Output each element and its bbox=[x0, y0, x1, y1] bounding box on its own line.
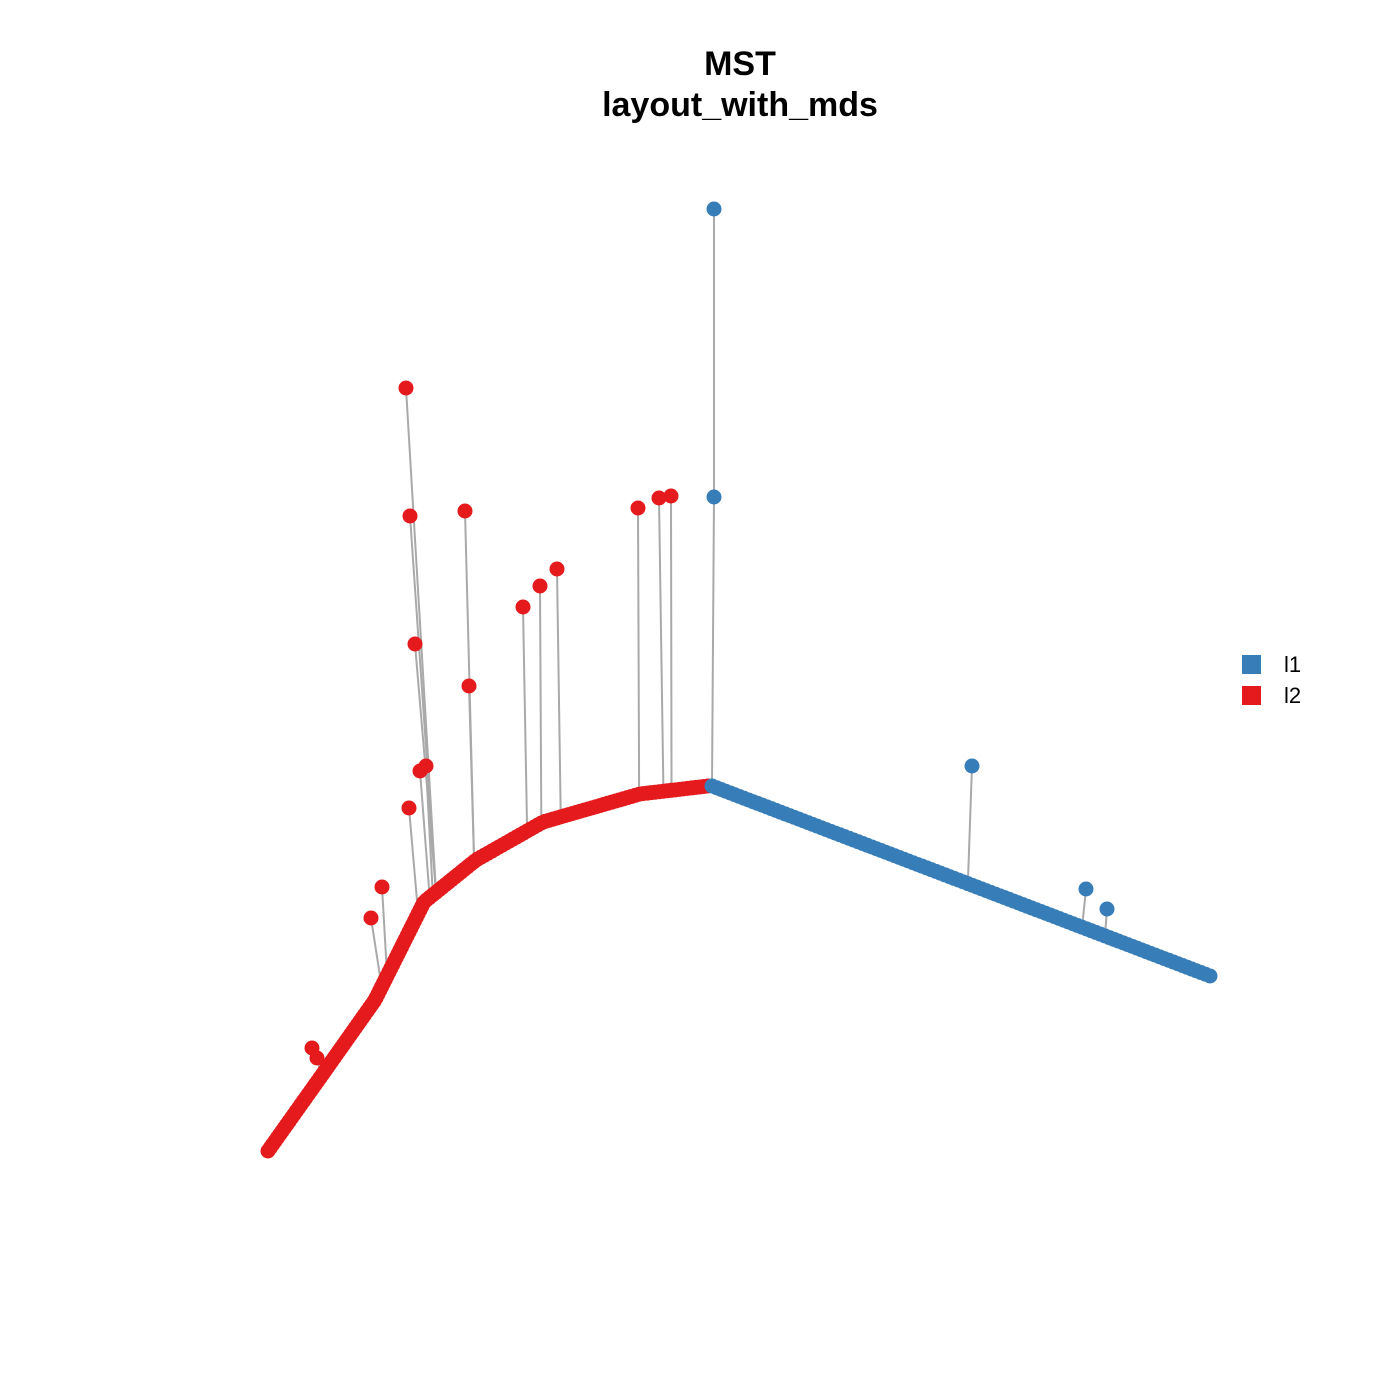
tree-edge bbox=[419, 770, 431, 898]
node-l2-leaf bbox=[651, 490, 667, 506]
node-l2-leaf bbox=[418, 758, 434, 774]
node-l2-leaf bbox=[398, 380, 414, 396]
node-layer bbox=[260, 201, 1218, 1159]
node-l2-leaf bbox=[457, 503, 473, 519]
legend: l1 l2 bbox=[1242, 652, 1301, 708]
tree-edge bbox=[637, 507, 641, 795]
legend-swatch-l1 bbox=[1242, 655, 1261, 674]
legend-swatch-l2 bbox=[1242, 686, 1261, 705]
node-l2-leaf bbox=[532, 578, 548, 594]
legend-label-l1: l1 bbox=[1284, 652, 1301, 677]
tree-edge bbox=[425, 765, 434, 895]
node-l1-leaf bbox=[706, 201, 722, 217]
figure-title: MST bbox=[704, 45, 776, 83]
tree-edge bbox=[966, 765, 973, 884]
figure-subtitle: layout_with_mds bbox=[602, 86, 878, 124]
node-l2-leaf bbox=[663, 488, 679, 504]
node-l1-leaf bbox=[1078, 881, 1094, 897]
node-l1-leaf bbox=[964, 758, 980, 774]
node-l2-leaf bbox=[401, 800, 417, 816]
tree-edge bbox=[670, 495, 673, 791]
node-l1 bbox=[1202, 968, 1218, 984]
node-l2-leaf bbox=[309, 1050, 325, 1066]
node-l1-leaf bbox=[706, 489, 722, 505]
node-l2-leaf bbox=[374, 879, 390, 895]
node-l2-leaf bbox=[407, 636, 423, 652]
node-l2-leaf bbox=[461, 678, 477, 694]
edge-layer bbox=[267, 209, 1211, 1152]
tree-edge bbox=[408, 807, 420, 914]
tree-edge bbox=[658, 497, 665, 792]
tree-edge bbox=[522, 606, 529, 832]
node-l2-leaf bbox=[549, 561, 565, 577]
tree-edge bbox=[556, 568, 562, 817]
tree-edge bbox=[539, 585, 543, 823]
legend-label-l2: l2 bbox=[1284, 683, 1301, 708]
tree-edge bbox=[468, 685, 476, 862]
node-l2-leaf bbox=[402, 508, 418, 524]
node-l2-leaf bbox=[363, 910, 379, 926]
node-l2-leaf bbox=[515, 599, 531, 615]
node-l1-leaf bbox=[1099, 901, 1115, 917]
tree-edge bbox=[711, 496, 715, 787]
node-l2-leaf bbox=[630, 500, 646, 516]
